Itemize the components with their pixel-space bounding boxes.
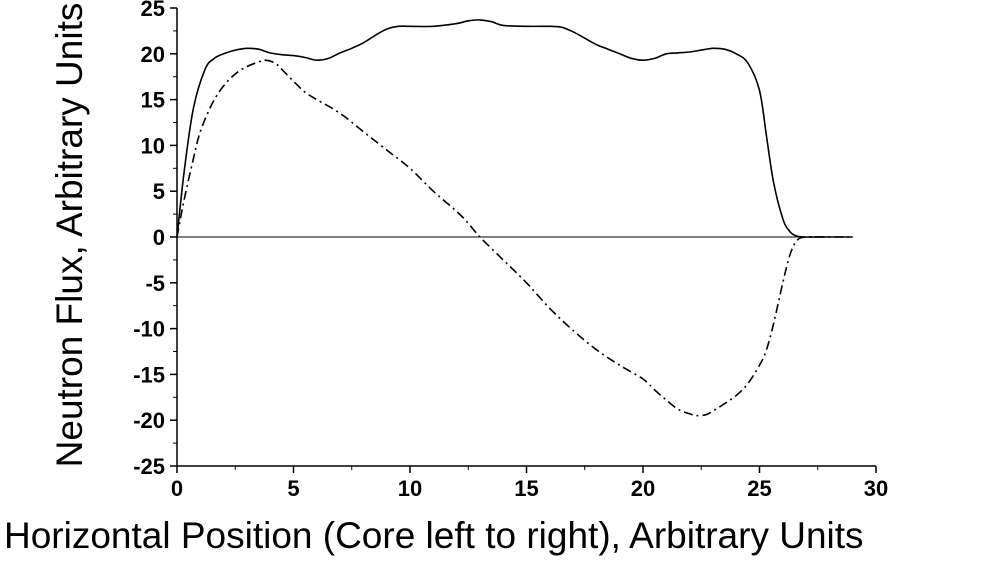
y-tick-label: 25 [141, 0, 165, 21]
x-tick-label: 10 [398, 476, 422, 501]
series-layer [176, 19, 853, 417]
y-axis-title: Neutron Flux, Arbitrary Units [49, 3, 90, 468]
x-axis-title: Horizontal Position (Core left to right)… [4, 515, 864, 556]
y-tick-label: 15 [141, 88, 165, 113]
series-dash-dot-line [176, 59, 853, 417]
x-tick-label: 25 [747, 476, 771, 501]
x-tick-label: 20 [631, 476, 655, 501]
axis-ticks: -25 -20 -15 -10 -5 0 5 10 15 20 25 0 5 10 15 20 25 30 [133, 0, 888, 501]
y-tick-label: 5 [153, 179, 165, 204]
x-tick-label: 30 [864, 476, 888, 501]
y-tick-label: 10 [141, 133, 165, 158]
y-tick-label: -15 [133, 362, 165, 387]
y-tick-label: -5 [145, 271, 165, 296]
series-solid-line [176, 19, 853, 238]
x-tick-label: 15 [514, 476, 538, 501]
y-tick-label: -20 [133, 408, 165, 433]
y-tick-label: 0 [153, 225, 165, 250]
x-tick-label: 5 [287, 476, 299, 501]
x-tick-label: 0 [171, 476, 183, 501]
y-tick-label: -25 [133, 454, 165, 479]
axes [176, 8, 876, 467]
y-tick-label: -10 [133, 317, 165, 342]
y-tick-label: 20 [141, 42, 165, 67]
